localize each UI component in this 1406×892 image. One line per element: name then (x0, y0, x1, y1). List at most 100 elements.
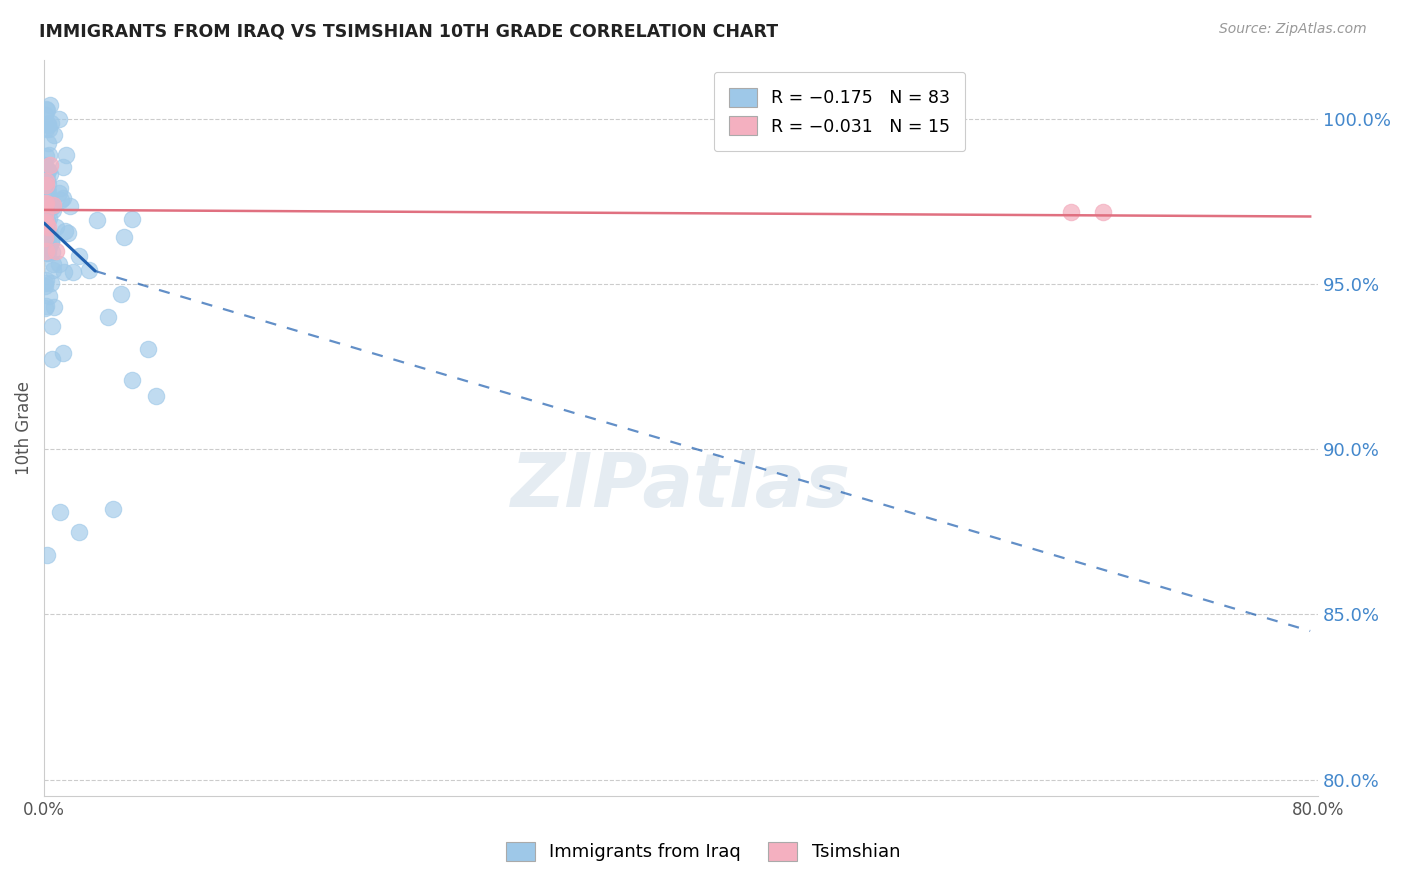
Point (37, 245, 59, 260)
Point (41, 235, 63, 250)
Point (77, 263, 100, 277)
Point (37, 237, 59, 252)
Point (35, 202, 58, 217)
Point (39, 276, 62, 290)
Point (39, 235, 62, 250)
Point (35, 213, 58, 227)
Point (42, 263, 65, 277)
Point (34, 278, 56, 293)
Point (35, 216, 58, 230)
Y-axis label: 10th Grade: 10th Grade (15, 381, 32, 475)
Point (41, 318, 63, 333)
Point (55, 148, 77, 162)
Point (58, 226, 80, 240)
Point (35, 172, 58, 186)
Point (48, 257, 70, 271)
Point (45, 244, 67, 259)
Point (38, 167, 60, 181)
Point (67, 249, 90, 263)
Point (51, 193, 73, 207)
Point (52, 191, 75, 205)
Point (145, 389, 167, 403)
Point (34, 197, 56, 211)
Point (37, 227, 59, 242)
Point (35, 149, 58, 163)
Text: IMMIGRANTS FROM IRAQ VS TSIMSHIAN 10TH GRADE CORRELATION CHART: IMMIGRANTS FROM IRAQ VS TSIMSHIAN 10TH G… (39, 22, 779, 40)
Point (34, 174, 56, 188)
Point (37, 136, 59, 150)
Point (37, 184, 59, 198)
Point (52, 265, 75, 279)
Point (62, 265, 84, 279)
Point (35, 299, 58, 313)
Point (41, 202, 63, 217)
Point (37, 239, 59, 253)
Point (41, 200, 63, 214)
Point (38, 148, 60, 162)
Point (37, 103, 59, 118)
Point (37, 548, 59, 562)
Legend: Immigrants from Iraq, Tsimshian: Immigrants from Iraq, Tsimshian (492, 827, 914, 876)
Point (67, 524, 90, 539)
Point (35, 203, 58, 218)
Point (110, 287, 132, 301)
Point (52, 346, 75, 360)
Point (1060, 204, 1083, 219)
Point (49, 181, 72, 195)
Point (38, 240, 60, 254)
Point (42, 198, 65, 212)
Point (38, 211, 60, 225)
Point (34, 276, 56, 290)
Point (34, 218, 56, 232)
Point (136, 342, 159, 356)
Point (34, 240, 56, 254)
Point (38, 98, 60, 112)
Point (34, 217, 56, 231)
Point (41, 352, 63, 367)
Point (45, 220, 67, 235)
Point (35, 246, 58, 260)
Point (55, 223, 77, 237)
Point (39, 234, 62, 248)
Point (38, 121, 60, 136)
Point (35, 215, 58, 229)
Point (52, 161, 75, 175)
Point (37, 163, 59, 178)
Point (34, 207, 56, 221)
Point (34, 108, 56, 122)
Point (34, 232, 56, 246)
Point (37, 118, 59, 132)
Point (34, 170, 56, 185)
Point (35, 244, 58, 259)
Point (38, 191, 60, 205)
Point (101, 501, 124, 516)
Point (35, 273, 58, 287)
Point (37, 164, 59, 178)
Point (97, 310, 120, 324)
Point (48, 186, 70, 200)
Point (42, 257, 65, 271)
Point (42, 128, 65, 142)
Point (58, 199, 80, 213)
Point (35, 178, 58, 192)
Point (34, 158, 56, 172)
Point (35, 164, 58, 178)
Point (39, 158, 62, 172)
Point (121, 372, 143, 386)
Point (1092, 204, 1115, 219)
Point (41, 116, 63, 130)
Point (38, 227, 60, 241)
Point (39, 227, 62, 241)
Point (41, 244, 63, 259)
Legend: R = −0.175   N = 83, R = −0.031   N = 15: R = −0.175 N = 83, R = −0.031 N = 15 (714, 72, 966, 152)
Point (34, 231, 56, 245)
Point (34, 103, 56, 117)
Point (49, 505, 72, 519)
Point (44, 300, 66, 314)
Point (34, 196, 56, 211)
Point (34, 122, 56, 136)
Point (37, 117, 59, 131)
Text: ZIPatlas: ZIPatlas (512, 450, 851, 524)
Point (86, 212, 108, 227)
Point (38, 289, 60, 303)
